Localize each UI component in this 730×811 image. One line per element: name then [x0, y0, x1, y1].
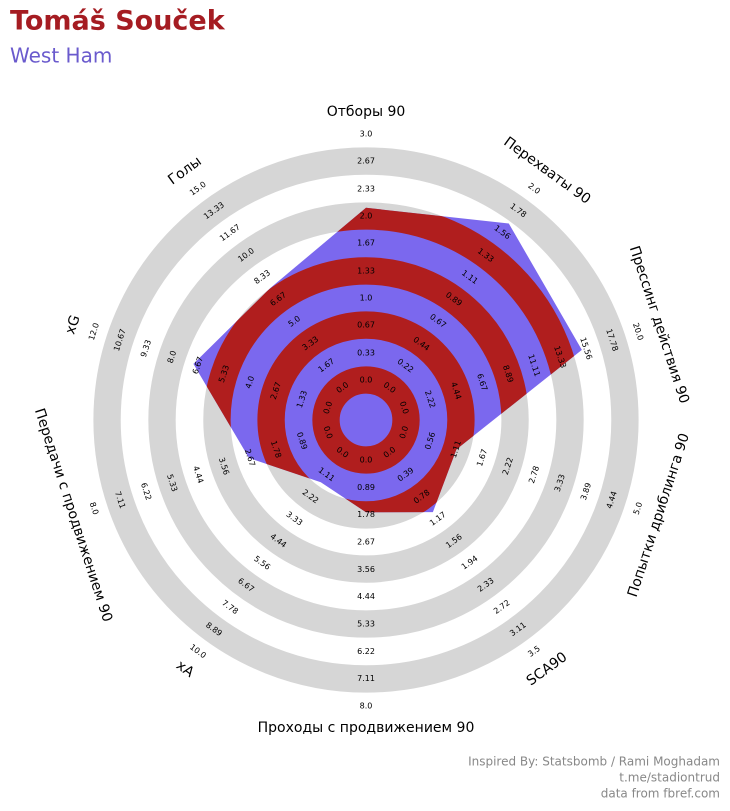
credit: data from fbref.com: [601, 787, 720, 801]
tick-label: 8.0: [360, 702, 373, 711]
tick-label: 1.67: [357, 239, 375, 248]
axis-label: xA: [173, 657, 197, 681]
tick-label: 6.22: [357, 647, 375, 656]
axis-label: Отборы 90: [327, 104, 406, 120]
tick-label: 3.56: [357, 565, 375, 574]
tick-label: 5.56: [252, 554, 272, 572]
tick-label: 0.0: [360, 376, 373, 385]
tick-label: 8.33: [252, 268, 272, 286]
tick-label: 2.33: [357, 184, 375, 193]
tick-label: 2.72: [492, 598, 512, 616]
tick-label: 20.0: [631, 322, 645, 342]
tick-label: 5.33: [357, 619, 375, 628]
tick-label: 0.0: [398, 400, 410, 415]
tick-label: 1.33: [357, 266, 375, 275]
tick-label: 0.33: [357, 348, 375, 357]
tick-label: 15.0: [188, 180, 208, 198]
tick-label: 1.67: [475, 448, 489, 468]
tick-label: 1.17: [428, 510, 448, 528]
tick-label: 7.11: [357, 674, 375, 683]
tick-label: 9.33: [139, 339, 153, 359]
tick-label: 2.0: [360, 212, 373, 221]
tick-label: 11.67: [218, 222, 242, 243]
tick-label: 2.78: [527, 465, 541, 485]
tick-label: 8.0: [88, 501, 100, 516]
axis-label: xG: [63, 313, 84, 336]
tick-label: 8.0: [166, 350, 178, 365]
tick-label: 4.44: [191, 465, 205, 485]
tick-label: 0.0: [322, 400, 334, 415]
tick-label: 3.89: [579, 482, 593, 502]
tick-label: 0.67: [357, 321, 375, 330]
tick-label: 3.33: [284, 510, 304, 528]
chart-subtitle: West Ham: [10, 44, 112, 68]
tick-label: 5.0: [632, 501, 644, 516]
axis-label: Проходы с продвижением 90: [258, 720, 475, 736]
tick-label: 3.5: [526, 644, 542, 659]
tick-label: 10.0: [188, 643, 208, 661]
tick-label: 1.0: [360, 294, 373, 303]
tick-label: 1.78: [357, 510, 375, 519]
tick-label: 0.0: [398, 425, 410, 440]
radar-ring: [312, 366, 420, 474]
tick-label: 12.0: [87, 322, 101, 342]
radar-ring: [257, 311, 475, 513]
credit: Inspired By: Statsbomb / Rami Moghadam: [468, 755, 720, 769]
tick-label: 0.0: [360, 456, 373, 465]
tick-label: 7.78: [220, 598, 240, 616]
chart-title: Tomáš Souček: [10, 6, 226, 37]
credit: t.me/stadiontrud: [619, 771, 720, 785]
grid-ring: [93, 147, 639, 693]
tick-label: 2.67: [357, 538, 375, 547]
tick-label: 1.94: [460, 554, 480, 572]
tick-label: 2.67: [357, 157, 375, 166]
tick-label: 2.0: [526, 181, 542, 196]
tick-label: 4.44: [357, 592, 375, 601]
tick-label: 0.0: [322, 425, 334, 440]
tick-label: 6.22: [139, 482, 153, 502]
tick-label: 4.0: [244, 375, 256, 390]
tick-label: 0.89: [357, 483, 375, 492]
tick-label: 3.0: [360, 130, 373, 139]
